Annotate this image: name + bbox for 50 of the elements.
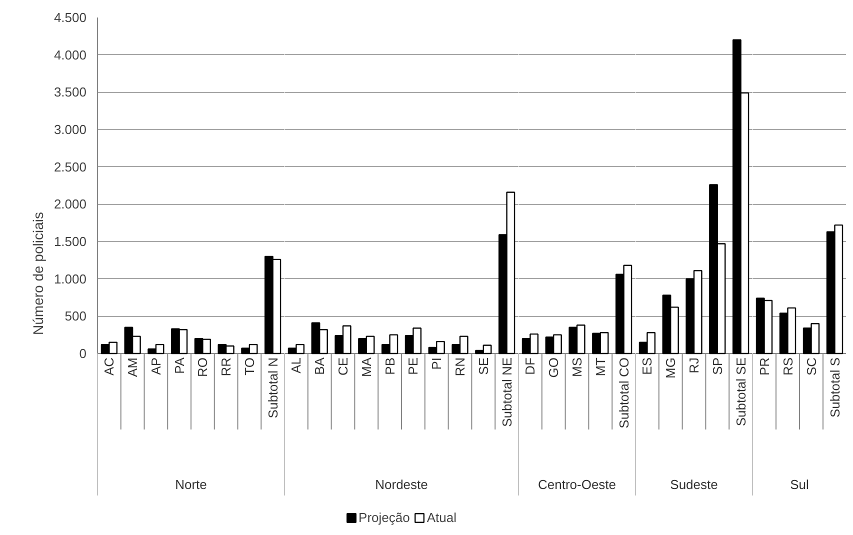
x-tick-label: TO: [242, 357, 257, 376]
x-tick-label: MS: [570, 357, 584, 377]
x-tick-label: Subtotal CO: [616, 357, 632, 428]
x-tick-label: Subtotal N: [265, 358, 280, 418]
y-tick-label: 4.000: [54, 47, 87, 62]
x-axis-title: Sudeste: [670, 477, 718, 492]
x-tick-label: MT: [592, 357, 608, 376]
x-axis-title: Sul: [790, 477, 810, 492]
x-tick-label: CE: [336, 357, 350, 376]
x-tick-label: RR: [218, 357, 234, 376]
y-tick-label: 0: [79, 346, 87, 361]
y-tick-label: 2.000: [54, 196, 87, 212]
x-tick-label: RO: [195, 358, 210, 377]
x-tick-label: AL: [288, 357, 304, 374]
x-tick-label: PI: [429, 357, 444, 370]
y-tick-label: 500: [64, 308, 87, 324]
x-tick-label: Subtotal SE: [733, 357, 748, 426]
y-tick-label: 1.500: [54, 234, 87, 249]
x-tick-label: MA: [358, 357, 374, 377]
x-tick-label: SP: [710, 358, 725, 375]
x-tick-label: Subtotal NE: [499, 357, 514, 427]
x-tick-label: PB: [382, 358, 398, 375]
x-axis-title: Centro-Oeste: [538, 477, 616, 492]
x-tick-label: RS: [780, 357, 796, 376]
y-tick-label: 3.000: [54, 122, 87, 137]
x-tick-label: BA: [312, 357, 328, 375]
x-tick-label: SE: [476, 357, 491, 375]
x-tick-label: PE: [406, 357, 421, 375]
y-tick-label: 3.500: [54, 84, 87, 100]
y-tick-label: 2.500: [54, 159, 87, 174]
x-axis-title: Norte: [175, 477, 207, 492]
x-tick-label: PA: [172, 357, 187, 374]
legend-label: Atual: [426, 510, 456, 525]
y-tick-label: 1.000: [54, 271, 87, 286]
x-tick-label: AM: [125, 358, 140, 377]
x-tick-label: Subtotal S: [827, 357, 842, 418]
legend-label: Projeção: [358, 510, 410, 525]
x-tick-label: GO: [546, 357, 562, 378]
x-axis-title: Nordeste: [375, 477, 428, 492]
x-tick-label: MG: [663, 357, 678, 378]
y-tick-label: 4.500: [54, 10, 87, 25]
x-tick-label: RN: [452, 357, 468, 376]
x-tick-label: SC: [804, 357, 819, 376]
x-tick-label: AP: [148, 358, 164, 375]
x-tick-label: RJ: [686, 358, 702, 374]
x-tick-label: PR: [756, 357, 772, 376]
x-tick-label: ES: [640, 357, 655, 375]
x-tick-label: AC: [102, 357, 117, 376]
x-tick-label: DF: [522, 357, 538, 375]
y-axis-title: Número de policiais: [30, 212, 46, 335]
